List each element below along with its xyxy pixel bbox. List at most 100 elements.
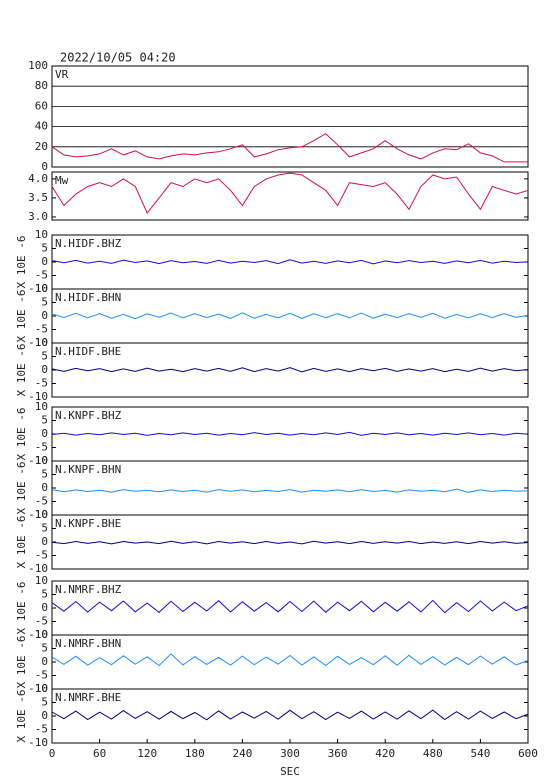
y-tick-label: 3.0: [28, 210, 48, 223]
y-tick-label: -10: [28, 736, 48, 749]
y-tick-label: 10: [35, 336, 48, 349]
y-tick-label: 0: [41, 427, 48, 440]
y-tick-label: -10: [28, 628, 48, 641]
y-axis-label: X 10E -6: [15, 636, 28, 689]
series-label: N.KNPF.BHZ: [55, 409, 122, 422]
trace: [51, 599, 529, 614]
chart-title: 2022/10/05 04:20: [60, 51, 176, 65]
y-tick-label: 0: [41, 309, 48, 322]
y-axis-label: X 10E -6: [15, 236, 28, 289]
y-tick-label: 10: [35, 628, 48, 641]
y-axis-label: X 10E -6: [15, 408, 28, 461]
series-label: N.KNPF.BHE: [55, 517, 121, 530]
y-tick-label: 5: [41, 642, 48, 655]
y-tick-label: -10: [28, 336, 48, 349]
x-tick-label: 60: [93, 747, 106, 760]
y-tick-label: 5: [41, 522, 48, 535]
y-tick-label: 5: [41, 242, 48, 255]
y-tick-label: -5: [35, 495, 48, 508]
trace: [51, 540, 529, 545]
y-tick-label: 0: [41, 709, 48, 722]
y-tick-label: -10: [28, 508, 48, 521]
y-axis-label: X 10E -6: [15, 516, 28, 569]
trace: [51, 431, 529, 436]
y-tick-label: -5: [35, 441, 48, 454]
y-tick-label: 0: [41, 601, 48, 614]
x-tick-label: 600: [518, 747, 538, 760]
y-tick-label: 5: [41, 696, 48, 709]
y-tick-label: -5: [35, 269, 48, 282]
y-tick-label: 10: [35, 228, 48, 241]
y-tick-label: 5: [41, 350, 48, 363]
y-tick-label: -5: [35, 377, 48, 390]
y-axis-label: X 10E -6: [15, 344, 28, 397]
series-label: N.HIDF.BHE: [55, 345, 121, 358]
series-label: N.HIDF.BHZ: [55, 237, 122, 250]
y-tick-label: 0: [41, 655, 48, 668]
x-tick-label: 180: [185, 747, 205, 760]
trace: [51, 488, 529, 493]
trace: [51, 172, 529, 215]
y-tick-label: -10: [28, 390, 48, 403]
trace: [51, 709, 529, 721]
trace: [51, 259, 529, 265]
y-tick-label: 40: [35, 120, 48, 133]
x-tick-label: 0: [49, 747, 56, 760]
y-tick-label: -5: [35, 549, 48, 562]
y-tick-label: -10: [28, 454, 48, 467]
y-tick-label: 10: [35, 454, 48, 467]
y-tick-label: -10: [28, 682, 48, 695]
y-tick-label: 0: [41, 363, 48, 376]
y-tick-label: 10: [35, 574, 48, 587]
y-axis-label: X 10E -6: [15, 690, 28, 743]
series-label: VR: [55, 68, 69, 81]
y-tick-label: 100: [28, 59, 48, 72]
y-tick-label: 10: [35, 682, 48, 695]
series-label: Mw: [55, 174, 69, 187]
y-tick-label: 10: [35, 282, 48, 295]
y-tick-label: -5: [35, 323, 48, 336]
x-tick-label: 420: [375, 747, 395, 760]
series-label: N.NMRF.BHZ: [55, 583, 122, 596]
y-tick-label: 5: [41, 468, 48, 481]
series-label: N.NMRF.BHN: [55, 637, 121, 650]
y-tick-label: 0: [41, 535, 48, 548]
series-label: N.KNPF.BHN: [55, 463, 121, 476]
y-tick-label: -10: [28, 282, 48, 295]
y-tick-label: -5: [35, 615, 48, 628]
y-tick-label: 0: [41, 160, 48, 173]
x-tick-label: 120: [137, 747, 157, 760]
y-axis-label: X 10E -6: [15, 582, 28, 635]
y-axis-label: X 10E -6: [15, 290, 28, 343]
trace: [51, 133, 528, 163]
trace: [51, 367, 529, 373]
y-tick-label: 0: [41, 255, 48, 268]
y-tick-label: 5: [41, 588, 48, 601]
x-tick-label: 240: [232, 747, 252, 760]
x-tick-label: 480: [423, 747, 443, 760]
x-axis-label: SEC: [280, 765, 300, 778]
y-tick-label: 5: [41, 296, 48, 309]
series-label: N.HIDF.BHN: [55, 291, 121, 304]
y-tick-label: 60: [35, 99, 48, 112]
y-tick-label: 4.0: [28, 172, 48, 185]
y-tick-label: 10: [35, 508, 48, 521]
y-tick-label: 20: [35, 140, 48, 153]
y-tick-label: -5: [35, 669, 48, 682]
y-tick-label: 10: [35, 400, 48, 413]
x-tick-label: 540: [470, 747, 490, 760]
trace: [51, 653, 529, 667]
y-tick-label: 5: [41, 414, 48, 427]
series-label: N.NMRF.BHE: [55, 691, 121, 704]
y-tick-label: 3.5: [28, 191, 48, 204]
y-axis-label: X 10E -6: [15, 462, 28, 515]
panel-frame: [51, 171, 529, 221]
y-tick-label: 80: [35, 79, 48, 92]
x-tick-label: 300: [280, 747, 300, 760]
y-tick-label: -10: [28, 562, 48, 575]
x-tick-label: 360: [328, 747, 348, 760]
trace: [51, 312, 529, 320]
y-tick-label: -5: [35, 723, 48, 736]
